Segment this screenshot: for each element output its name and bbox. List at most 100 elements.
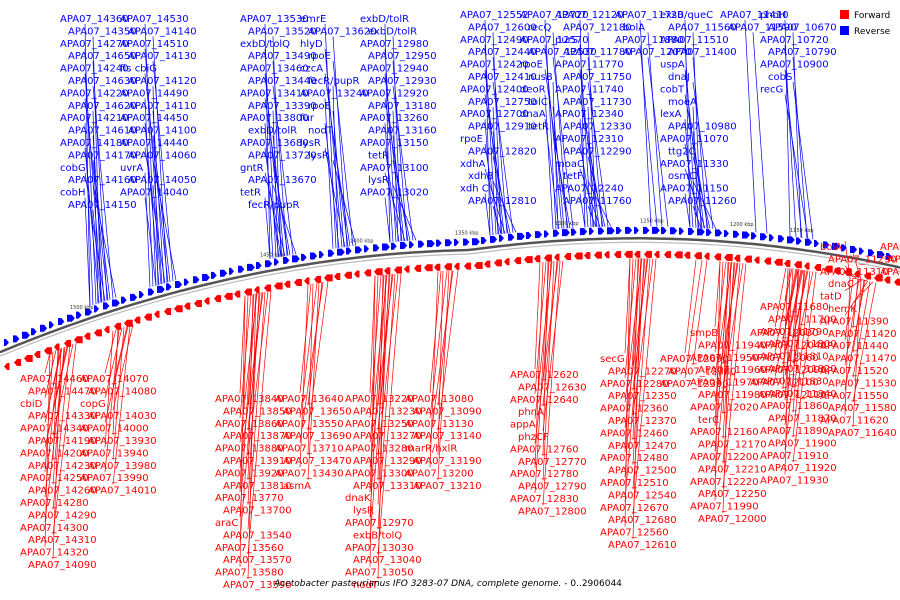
forward-gene-arrow bbox=[694, 252, 702, 259]
forward-gene-label: copG bbox=[80, 399, 106, 410]
forward-gene-arrow bbox=[104, 326, 110, 333]
reverse-gene-label: APA07_14360 bbox=[60, 14, 129, 25]
reverse-gene-arrow bbox=[40, 325, 47, 332]
reverse-gene-label: nodT bbox=[308, 126, 334, 137]
reverse-gene-label: rpoE bbox=[460, 134, 483, 145]
reverse-gene-label: APA07_13720 bbox=[248, 150, 317, 161]
forward-gene-arrow bbox=[524, 256, 533, 263]
forward-gene-label: hemK bbox=[828, 304, 857, 315]
forward-gene-arrow bbox=[94, 329, 102, 336]
forward-gene-label: APA07_11810 bbox=[760, 352, 829, 363]
forward-gene-label: APA07_12620 bbox=[510, 370, 579, 381]
forward-gene-arrow bbox=[614, 251, 621, 258]
reverse-gene-arrow bbox=[724, 230, 729, 237]
forward-gene-arrow bbox=[574, 252, 583, 259]
forward-gene-label: APA07_11830 bbox=[760, 376, 829, 387]
forward-gene-label: tatD bbox=[820, 292, 842, 303]
reverse-gene-arrow bbox=[373, 244, 379, 251]
forward-gene-arrow bbox=[194, 300, 202, 307]
reverse-gene-label: cobS bbox=[768, 72, 792, 83]
reverse-gene-arrow bbox=[238, 266, 244, 273]
reverse-gene-arrow bbox=[472, 238, 480, 245]
forward-gene-label: APA07_11550 bbox=[820, 391, 889, 402]
forward-gene-arrow bbox=[134, 317, 140, 324]
forward-gene-label: APA07_12350 bbox=[608, 391, 677, 402]
reverse-gene-label: APA07_13680 bbox=[240, 138, 309, 149]
forward-gene-label: APA07_11920 bbox=[768, 463, 837, 474]
forward-gene-arrow bbox=[294, 279, 302, 286]
forward-gene-label: APA07_14190 bbox=[28, 436, 97, 447]
forward-gene-label: APA07_12780 bbox=[510, 469, 579, 480]
scale-tick-label: 1150 kbp bbox=[790, 228, 814, 234]
forward-gene-arrow bbox=[414, 265, 421, 272]
reverse-gene-arrow bbox=[130, 294, 137, 301]
forward-gene-label: APA07_11580 bbox=[828, 403, 897, 414]
forward-gene-arrow bbox=[714, 253, 721, 260]
forward-gene-label: APA07_11990 bbox=[690, 502, 759, 513]
forward-gene-label: APA07_13290 bbox=[353, 456, 422, 467]
reverse-gene-label: APA07_14110 bbox=[128, 101, 197, 112]
reverse-gene-label: APA07_12600 bbox=[468, 22, 537, 33]
forward-gene-label: APA07_14030 bbox=[88, 411, 157, 422]
reverse-gene-label: lysR bbox=[308, 150, 329, 161]
reverse-gene-label: APA07_11760 bbox=[563, 196, 632, 207]
reverse-gene-arrow bbox=[553, 230, 559, 237]
forward-gene-arrow bbox=[314, 276, 321, 283]
reverse-gene-label: APA07_12490 bbox=[460, 35, 529, 46]
reverse-gene-label: APA07_13240 bbox=[300, 88, 369, 99]
forward-gene-label: APA07_13580 bbox=[215, 568, 284, 579]
forward-gene-label: APA07_11710 bbox=[880, 267, 900, 278]
forward-gene-label: APA07_11790 bbox=[760, 327, 829, 338]
forward-gene-arrow bbox=[384, 267, 390, 274]
reverse-gene-label: APA07_14060 bbox=[128, 150, 197, 161]
legend: Forward Reverse bbox=[840, 10, 891, 37]
forward-gene-arrow bbox=[894, 279, 900, 286]
reverse-gene-arrow bbox=[742, 231, 750, 238]
forward-gene-arrow bbox=[74, 336, 83, 343]
reverse-gene-arrow bbox=[256, 262, 262, 269]
reverse-gene-arrow bbox=[13, 335, 19, 342]
reverse-gene-label: APA07_13800 bbox=[240, 113, 309, 124]
reverse-gene-arrow bbox=[409, 241, 414, 248]
reverse-gene-label: APA07_11770 bbox=[555, 60, 624, 71]
reverse-gene-label: tolC bbox=[528, 97, 548, 108]
reverse-gene-arrow bbox=[301, 254, 307, 261]
forward-gene-label: APA07_11680 bbox=[760, 302, 829, 313]
scale-tick-label: 1250 kbp bbox=[640, 218, 664, 224]
forward-gene-arrow bbox=[264, 284, 271, 291]
reverse-gene-label: uvrA bbox=[120, 163, 143, 174]
reverse-gene-label: recG bbox=[760, 84, 783, 95]
forward-gene-label: APA07_13280 bbox=[345, 444, 414, 455]
reverse-gene-label: deoR bbox=[520, 84, 546, 95]
forward-gene-label: APA07_13930 bbox=[88, 436, 157, 447]
reverse-gene-label: APA07_11150 bbox=[660, 184, 729, 195]
forward-gene-label: APA07_12790 bbox=[518, 482, 587, 493]
forward-gene-label: APA07_11530 bbox=[828, 378, 897, 389]
reverse-gene-arrow bbox=[121, 297, 127, 304]
forward-gene-arrow bbox=[484, 261, 490, 268]
reverse-gene-label: phoH bbox=[760, 10, 786, 21]
reverse-gene-arrow bbox=[454, 239, 459, 246]
forward-gene-arrow bbox=[804, 263, 810, 270]
reverse-gene-label: moaC bbox=[555, 159, 584, 170]
reverse-gene-label: APA07_13150 bbox=[360, 138, 429, 149]
legend-reverse-swatch bbox=[840, 26, 849, 35]
forward-gene-arrow bbox=[444, 263, 452, 270]
reverse-gene-arrow bbox=[418, 241, 424, 248]
forward-gene-arrow bbox=[44, 347, 52, 354]
forward-gene-label: phnA bbox=[518, 407, 544, 418]
forward-gene-label: APA07_13770 bbox=[215, 493, 284, 504]
reverse-gene-label: xdhB bbox=[468, 171, 494, 182]
reverse-leader-line bbox=[785, 70, 802, 238]
reverse-gene-label: APA07_14040 bbox=[120, 188, 189, 199]
forward-gene-arrow bbox=[204, 298, 210, 305]
forward-gene-label: APA07_14300 bbox=[20, 523, 89, 534]
reverse-gene-label: exsB/queC bbox=[660, 10, 713, 21]
forward-gene-label: APA07_12470 bbox=[608, 441, 677, 452]
reverse-gene-arrow bbox=[67, 315, 75, 322]
reverse-gene-label: nusB bbox=[528, 72, 553, 83]
forward-gene-arrow bbox=[644, 251, 652, 258]
forward-gene-arrow bbox=[394, 266, 402, 273]
reverse-gene-label: APA07_13460 bbox=[240, 64, 309, 75]
forward-gene-label: APA07_11390 bbox=[820, 316, 889, 327]
